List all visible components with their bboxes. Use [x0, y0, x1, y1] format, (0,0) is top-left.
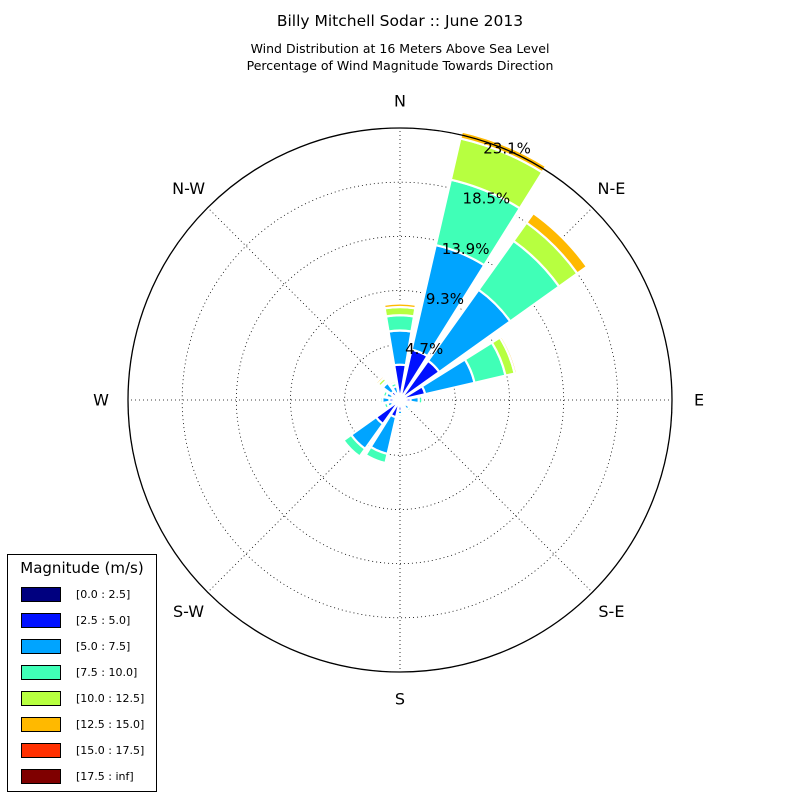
direction-label: S-E: [598, 602, 624, 621]
legend-swatch: [21, 769, 61, 784]
radial-gridline: [181, 181, 619, 619]
radial-tick-label: 4.7%: [405, 340, 443, 358]
angular-gridline: [207, 207, 401, 401]
legend-swatch: [21, 613, 61, 628]
wind-bar-segment: [380, 388, 387, 398]
radial-tick-label: 18.5%: [463, 190, 511, 208]
legend-label: [7.5 : 10.0]: [76, 666, 138, 679]
angular-gridline: [399, 399, 593, 593]
wind-bar-segment: [378, 395, 384, 405]
wind-bar-segment: [387, 378, 397, 385]
wind-bar-segment: [524, 211, 589, 276]
legend-label: [2.5 : 5.0]: [76, 614, 131, 627]
chart-title: Billy Mitchell Sodar :: June 2013: [276, 12, 524, 30]
wind-bar-segment: [382, 302, 418, 310]
chart-subtitle-line-1: Wind Distribution at 16 Meters Above Sea…: [250, 41, 550, 56]
wind-bar-segment: [364, 445, 389, 465]
legend-title: Magnitude (m/s): [20, 559, 144, 577]
legend: Magnitude (m/s) [0.0 : 2.5] [2.5 : 5.0] [5…: [7, 554, 157, 792]
direction-label: S: [395, 690, 405, 709]
radial-tick-label: 13.9%: [442, 240, 490, 258]
wind-bar-segment: [396, 412, 404, 418]
radial-gridline: [290, 290, 510, 510]
radial-gridline: [235, 235, 565, 565]
direction-label: N-E: [597, 179, 625, 198]
wind-bar-segment: [498, 334, 519, 375]
chart-subtitle-line-2: Percentage of Wind Magnitude Towards Dir…: [246, 58, 554, 73]
legend-swatch: [21, 639, 61, 654]
wind-bar-segment: [459, 130, 548, 174]
wind-bar-segment: [405, 405, 414, 414]
wind-bar-segment: [341, 433, 367, 459]
polar-frame: [127, 127, 673, 673]
direction-label: N-W: [172, 179, 205, 198]
direction-label: W: [93, 391, 109, 410]
legend-swatch: [21, 743, 61, 758]
wind-bar-segment: [382, 401, 391, 411]
legend-label: [12.5 : 15.0]: [76, 718, 145, 731]
legend-label: [10.0 : 12.5]: [76, 692, 145, 705]
legend-label: [5.0 : 7.5]: [76, 640, 131, 653]
wind-bar-segment: [409, 395, 420, 405]
direction-label: S-W: [173, 602, 204, 621]
direction-label: N: [394, 92, 406, 111]
legend-swatch: [21, 587, 61, 602]
radial-tick-label: 23.1%: [483, 140, 531, 158]
legend-label: [17.5 : inf]: [76, 770, 134, 783]
angular-gridline: [207, 399, 401, 593]
legend-swatch: [21, 665, 61, 680]
legend-swatch: [21, 691, 61, 706]
legend-swatch: [21, 717, 61, 732]
legend-label: [15.0 : 17.5]: [76, 744, 145, 757]
wind-bar-segment: [384, 314, 416, 333]
direction-label: E: [694, 391, 704, 410]
legend-label: [0.0 : 2.5]: [76, 588, 131, 601]
wind-bar-segment: [374, 374, 386, 386]
wind-bar-segment: [417, 395, 424, 405]
radial-tick-label: 9.3%: [426, 290, 464, 308]
